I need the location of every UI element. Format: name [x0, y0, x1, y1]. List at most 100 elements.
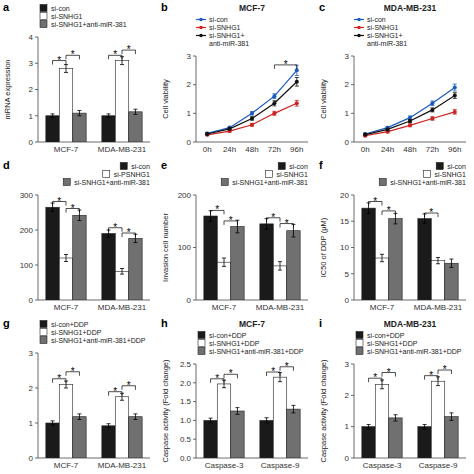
error-bar — [120, 269, 124, 275]
y-tick — [193, 195, 196, 196]
error-bar — [51, 114, 55, 118]
legend-swatch — [40, 21, 47, 28]
error-bar — [133, 109, 137, 114]
x-tick-label: MCF-7 — [212, 303, 237, 312]
significance-star: * — [271, 366, 275, 377]
legend-label-line: si-SNHG1+ — [209, 32, 245, 39]
bar — [59, 69, 72, 143]
y-tick — [193, 84, 196, 85]
title: MDA-MB-231 — [384, 319, 437, 329]
legend-swatch-marker — [199, 26, 203, 30]
bar — [287, 409, 300, 458]
marker — [295, 68, 299, 72]
error-bar — [449, 259, 453, 267]
bar — [273, 377, 286, 458]
legend-label: si-SNHG1+DDP — [367, 340, 418, 347]
error-bar — [51, 421, 55, 425]
bar — [217, 384, 230, 458]
error-bar — [436, 257, 440, 263]
marker — [295, 101, 299, 105]
bar — [59, 258, 72, 300]
line — [365, 88, 455, 134]
legend-swatch — [436, 163, 443, 170]
panel: MCF-7Cell viability01230h24h48h72h96hsi-… — [161, 1, 308, 154]
error-bar — [423, 424, 427, 428]
x-tick-label: MCF-7 — [54, 303, 79, 312]
error-bar — [272, 94, 276, 99]
y-axis-line — [196, 56, 197, 142]
legend-label: si-SNHG1 — [209, 24, 241, 31]
y-tick-label: 2.0 — [180, 379, 192, 388]
significance-star: * — [387, 205, 391, 216]
x-axis-line — [196, 142, 308, 143]
legend-label-line: si-PSNHG1 — [114, 171, 150, 178]
bar — [129, 238, 142, 300]
significance-star: * — [229, 368, 233, 379]
y-tick — [193, 401, 196, 402]
marks — [46, 203, 142, 300]
legend-label-line: si-SNHG1+DDP — [51, 329, 102, 336]
error-bar — [430, 117, 434, 120]
legend-swatch — [356, 348, 363, 355]
legend-label-line: si-con — [131, 163, 150, 170]
y-tick-label: 20 — [340, 191, 349, 200]
y-tick-label: 2 — [29, 85, 34, 94]
x-tick-label: Caspase-3 — [363, 461, 402, 470]
y-axis-label: mRNA expression — [3, 59, 12, 119]
significance-star: * — [285, 218, 289, 229]
marker — [205, 132, 209, 136]
y-tick-label: 1 — [29, 419, 34, 428]
legend-swatch — [265, 171, 272, 178]
bar — [431, 381, 444, 458]
bar — [102, 234, 115, 301]
y-tick-label: 0.5 — [180, 435, 192, 444]
legend-label: si-SNHG1+anti-miR-381 — [74, 179, 150, 186]
y-tick-label: 2 — [345, 391, 350, 400]
legend-label-line: si-SNHG1+anti-miR-381+DDP — [367, 348, 462, 355]
significance-star: * — [127, 227, 131, 238]
error-bar — [408, 120, 412, 123]
bar — [115, 61, 128, 142]
y-tick-label: 0 — [345, 454, 350, 463]
legend-label-line: si-SNHG1 — [209, 24, 241, 31]
bar — [204, 420, 217, 458]
y-tick — [351, 84, 354, 85]
y-tick-label: 1 — [345, 422, 350, 431]
significance-star: * — [57, 196, 61, 207]
y-tick-label: 1 — [345, 109, 350, 118]
x-tick-label: MDA-MB-231 — [256, 303, 305, 312]
bar — [389, 219, 402, 300]
x-tick-label: 24h — [223, 145, 236, 154]
error-bar — [453, 84, 457, 91]
error-bar — [107, 114, 111, 118]
x-tick-label: 0h — [203, 145, 212, 154]
y-tick — [351, 247, 354, 248]
significance-star: * — [127, 44, 131, 55]
legend-swatch — [198, 340, 205, 347]
significance-star: * — [429, 370, 433, 381]
x-tick-label: Caspase-9 — [419, 461, 458, 470]
marker — [408, 123, 412, 127]
bar — [287, 231, 300, 300]
legend-label-line: si-con+DDP — [367, 332, 405, 339]
y-axis-line — [38, 37, 39, 142]
panel-letter: a — [3, 1, 10, 13]
y-tick — [193, 420, 196, 421]
y-axis-label: IC50 of DDP (μM) — [319, 217, 328, 277]
y-tick-label: 100 — [178, 243, 192, 252]
figure: mRNA expression01234MCF-7MDA-MB-231si-co… — [0, 0, 474, 474]
bar — [273, 266, 286, 300]
y-tick-label: 1 — [187, 109, 192, 118]
significance-star: * — [57, 55, 61, 66]
y-tick-label: 0.0 — [180, 454, 192, 463]
error-bar — [235, 408, 239, 415]
error-bar — [408, 116, 412, 119]
x-tick-label: MCF-7 — [370, 303, 395, 312]
marker — [453, 110, 457, 114]
legend-label-line: si-SNHG1+anti-miR-381 — [232, 179, 308, 186]
significance-star: * — [284, 59, 288, 70]
x-tick-label: 24h — [381, 145, 394, 154]
marks — [363, 84, 457, 138]
legend-label-line: si-con — [209, 16, 228, 23]
y-axis-label: Cell viability — [161, 79, 170, 119]
